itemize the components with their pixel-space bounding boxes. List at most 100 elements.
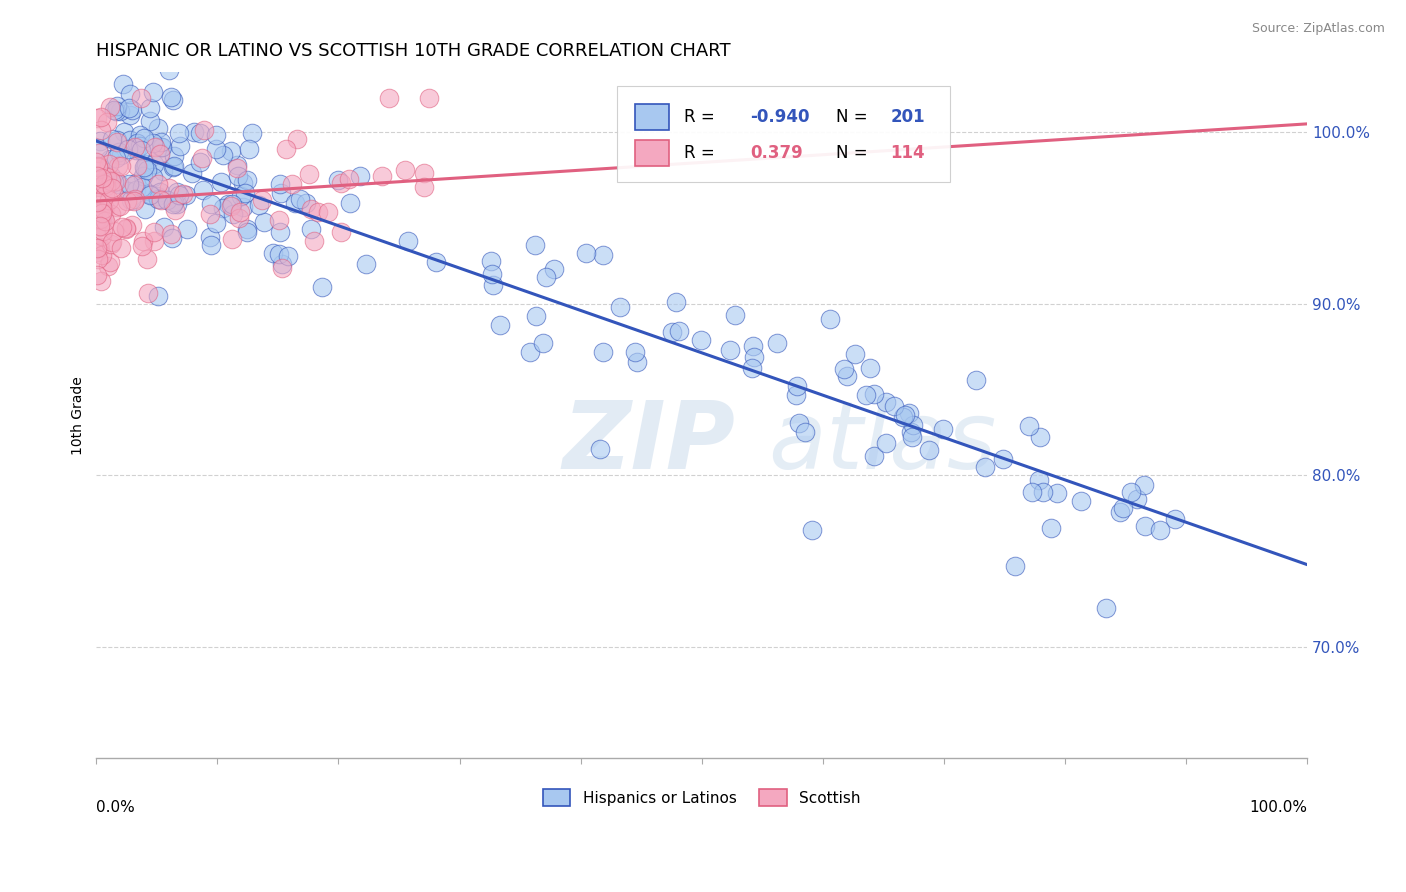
Point (136, 163, 159, 178)
Point (163, 159, 186, 173)
Point (298, 167, 321, 181)
Point (152, 164, 174, 178)
Point (108, 177, 131, 191)
Point (86, 244, 108, 259)
Point (139, 186, 162, 201)
Point (875, 394, 897, 409)
Point (918, 442, 941, 457)
Point (129, 128, 152, 143)
Point (118, 133, 141, 147)
Point (149, 135, 172, 149)
Point (205, 128, 228, 142)
Point (157, 62, 180, 77)
Point (104, 174, 127, 188)
Point (149, 140, 172, 154)
Point (349, 169, 371, 184)
Point (122, 194, 145, 209)
Text: 201: 201 (890, 108, 925, 126)
Point (94, 201, 117, 215)
Point (1164, 511, 1187, 525)
Text: -0.940: -0.940 (751, 108, 810, 126)
Point (394, 162, 416, 177)
Point (787, 416, 810, 430)
Point (160, 227, 183, 241)
Point (277, 249, 299, 263)
Point (883, 400, 905, 414)
Point (124, 140, 146, 154)
Point (117, 184, 139, 198)
Text: ZIP: ZIP (562, 397, 735, 489)
Point (193, 123, 215, 137)
Point (901, 430, 924, 444)
Point (125, 176, 148, 190)
Point (163, 195, 186, 210)
Point (110, 103, 132, 118)
Point (104, 104, 127, 119)
Point (200, 196, 222, 211)
Point (131, 91, 153, 105)
Point (299, 202, 322, 216)
Point (741, 339, 763, 353)
Text: R =: R = (683, 145, 714, 162)
Point (146, 288, 169, 302)
Point (356, 257, 378, 271)
Point (481, 267, 503, 281)
Point (104, 151, 127, 165)
Point (86, 179, 108, 194)
Text: 0.379: 0.379 (751, 145, 803, 162)
Point (226, 161, 249, 176)
Point (233, 186, 256, 201)
Point (665, 294, 688, 309)
Point (90, 274, 112, 288)
Point (91, 171, 114, 186)
Point (188, 155, 211, 169)
Point (274, 142, 297, 156)
Point (117, 142, 139, 156)
Point (90, 110, 112, 124)
Point (523, 238, 546, 252)
Point (134, 160, 156, 174)
Point (337, 172, 360, 186)
Point (898, 406, 921, 420)
Point (903, 417, 925, 432)
Point (91, 248, 114, 262)
Point (94, 178, 117, 193)
Point (118, 177, 141, 191)
FancyBboxPatch shape (636, 140, 669, 167)
Point (1133, 478, 1156, 492)
Point (271, 257, 294, 271)
Point (110, 159, 132, 173)
Point (124, 192, 146, 206)
Point (482, 277, 505, 292)
Point (89, 219, 111, 233)
Point (488, 318, 510, 333)
Point (1021, 484, 1043, 499)
Point (97, 259, 120, 273)
Point (855, 388, 877, 402)
Point (134, 202, 156, 217)
Point (100, 152, 122, 166)
Point (121, 218, 143, 232)
Point (91, 224, 114, 238)
Point (87, 252, 110, 267)
Point (232, 176, 254, 190)
Point (965, 373, 987, 387)
Point (89, 212, 111, 227)
Point (661, 326, 683, 340)
Point (371, 169, 394, 183)
Point (166, 197, 188, 211)
Point (120, 194, 142, 208)
Point (96, 169, 118, 184)
Point (117, 0, 139, 13)
Point (146, 189, 169, 203)
Point (252, 214, 274, 228)
Point (163, 149, 186, 163)
Point (862, 449, 884, 463)
Point (744, 350, 766, 364)
Point (575, 245, 598, 260)
Point (794, 425, 817, 439)
Point (132, 169, 155, 183)
Point (592, 345, 614, 359)
Point (87, 141, 110, 155)
Point (100, 181, 122, 195)
